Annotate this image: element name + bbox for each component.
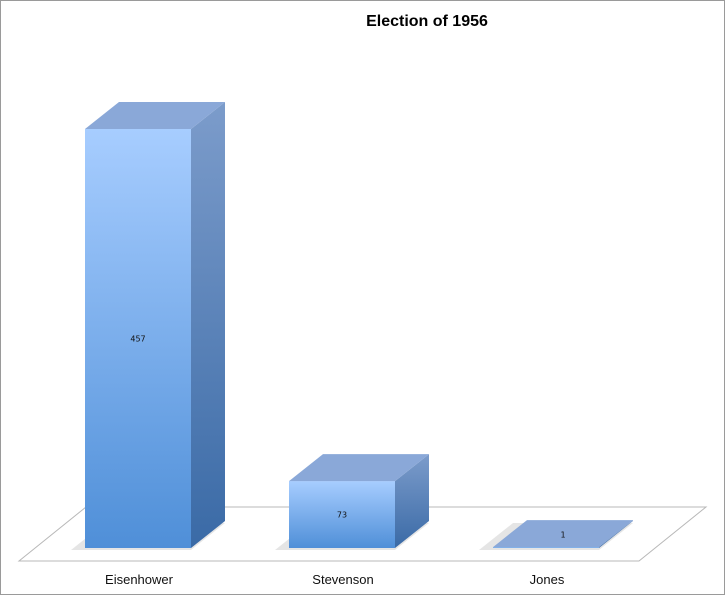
bars-layer xyxy=(71,102,633,550)
category-label-eisenhower: Eisenhower xyxy=(105,572,174,587)
bar-eisenhower xyxy=(71,102,225,550)
bar-side xyxy=(395,454,429,548)
bar-stevenson xyxy=(275,454,429,550)
bar-top xyxy=(289,454,429,482)
bar-top xyxy=(85,102,225,129)
data-label-eisenhower: 457 xyxy=(130,335,145,344)
data-label-jones: 1 xyxy=(560,531,565,540)
bar-front xyxy=(85,129,191,548)
chart-title: Election of 1956 xyxy=(366,13,488,30)
bar-front xyxy=(289,481,395,548)
labels-layer: 457 Eisenhower 73 Stevenson 1 Jones xyxy=(105,335,566,588)
bar-jones xyxy=(479,520,633,550)
bar-front xyxy=(493,547,599,548)
bar-side xyxy=(191,102,225,548)
category-label-stevenson: Stevenson xyxy=(312,572,373,587)
category-label-jones: Jones xyxy=(530,572,565,587)
bar-top xyxy=(493,520,633,548)
bar-side xyxy=(599,520,633,548)
data-label-stevenson: 73 xyxy=(337,511,347,520)
